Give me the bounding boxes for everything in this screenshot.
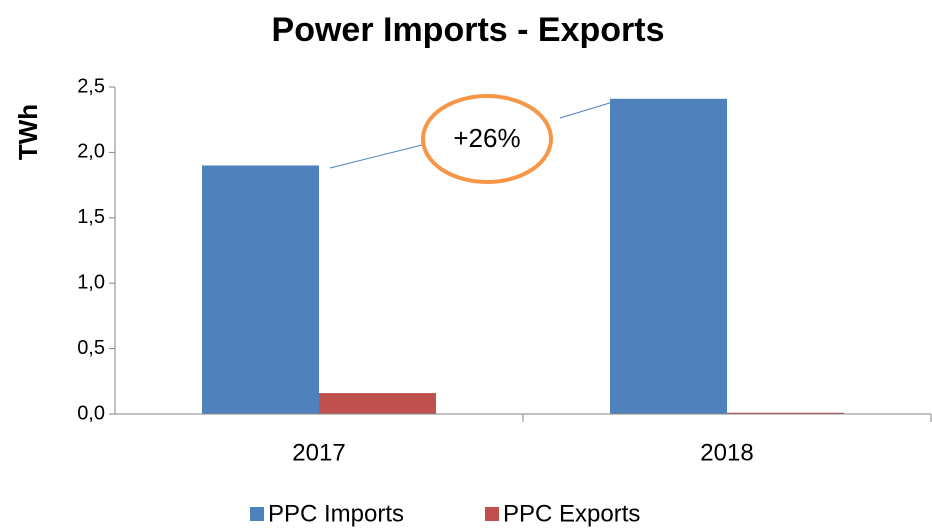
x-tick-label: 2018	[700, 439, 753, 466]
y-tick-label: 0,0	[77, 402, 105, 424]
bar	[202, 165, 319, 414]
legend-label: PPC Imports	[268, 500, 404, 527]
y-tick-label: 1,0	[77, 271, 105, 293]
x-tick-label: 2017	[292, 439, 345, 466]
connector	[559, 101, 614, 119]
legend-swatch	[485, 507, 499, 521]
y-axis-label: TWh	[13, 104, 43, 160]
connector	[329, 144, 423, 169]
bar	[319, 393, 436, 414]
legend-label: PPC Exports	[503, 500, 640, 527]
legend-swatch	[250, 507, 264, 521]
y-tick-label: 2,5	[77, 75, 105, 97]
y-tick-label: 0,5	[77, 337, 105, 359]
bar	[727, 412, 844, 414]
chart-title: Power Imports - Exports	[272, 11, 665, 49]
bar	[610, 98, 727, 414]
y-tick-label: 2,0	[77, 141, 105, 163]
annotation-ellipse	[421, 94, 553, 184]
y-tick-label: 1,5	[77, 206, 105, 228]
annotation: +26%	[453, 123, 520, 153]
